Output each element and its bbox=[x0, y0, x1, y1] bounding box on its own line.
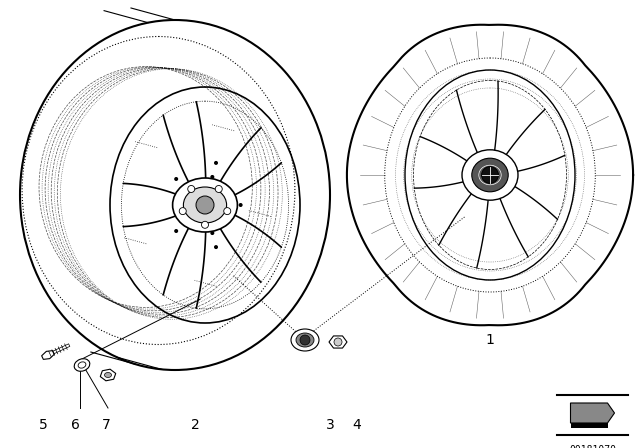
Circle shape bbox=[179, 207, 186, 215]
Polygon shape bbox=[329, 336, 347, 348]
Text: 2: 2 bbox=[191, 418, 200, 432]
Circle shape bbox=[174, 229, 178, 233]
Polygon shape bbox=[42, 351, 54, 359]
Circle shape bbox=[214, 161, 218, 165]
Ellipse shape bbox=[173, 178, 237, 232]
Circle shape bbox=[214, 245, 218, 249]
Polygon shape bbox=[570, 403, 614, 423]
Circle shape bbox=[184, 220, 188, 224]
Ellipse shape bbox=[104, 372, 111, 378]
Text: 5: 5 bbox=[38, 418, 47, 432]
Ellipse shape bbox=[74, 359, 90, 371]
Circle shape bbox=[211, 231, 214, 235]
Text: 7: 7 bbox=[102, 418, 110, 432]
Polygon shape bbox=[570, 423, 607, 428]
Circle shape bbox=[211, 175, 214, 179]
Ellipse shape bbox=[78, 362, 86, 368]
Circle shape bbox=[184, 185, 188, 190]
Ellipse shape bbox=[296, 333, 314, 347]
Polygon shape bbox=[100, 369, 116, 381]
Circle shape bbox=[334, 338, 342, 346]
Circle shape bbox=[481, 167, 499, 183]
Ellipse shape bbox=[184, 187, 227, 223]
Ellipse shape bbox=[291, 329, 319, 351]
Text: 00181070: 00181070 bbox=[569, 445, 616, 448]
Text: 3: 3 bbox=[326, 418, 334, 432]
Circle shape bbox=[215, 185, 222, 193]
Circle shape bbox=[202, 221, 209, 228]
Circle shape bbox=[196, 196, 214, 214]
Circle shape bbox=[224, 207, 231, 215]
Circle shape bbox=[239, 203, 243, 207]
Circle shape bbox=[188, 185, 195, 193]
Circle shape bbox=[300, 335, 310, 345]
Text: 1: 1 bbox=[486, 333, 495, 347]
Text: 4: 4 bbox=[353, 418, 362, 432]
Text: 6: 6 bbox=[70, 418, 79, 432]
Ellipse shape bbox=[472, 158, 508, 192]
Circle shape bbox=[227, 203, 231, 207]
Ellipse shape bbox=[462, 150, 518, 200]
Circle shape bbox=[174, 177, 178, 181]
